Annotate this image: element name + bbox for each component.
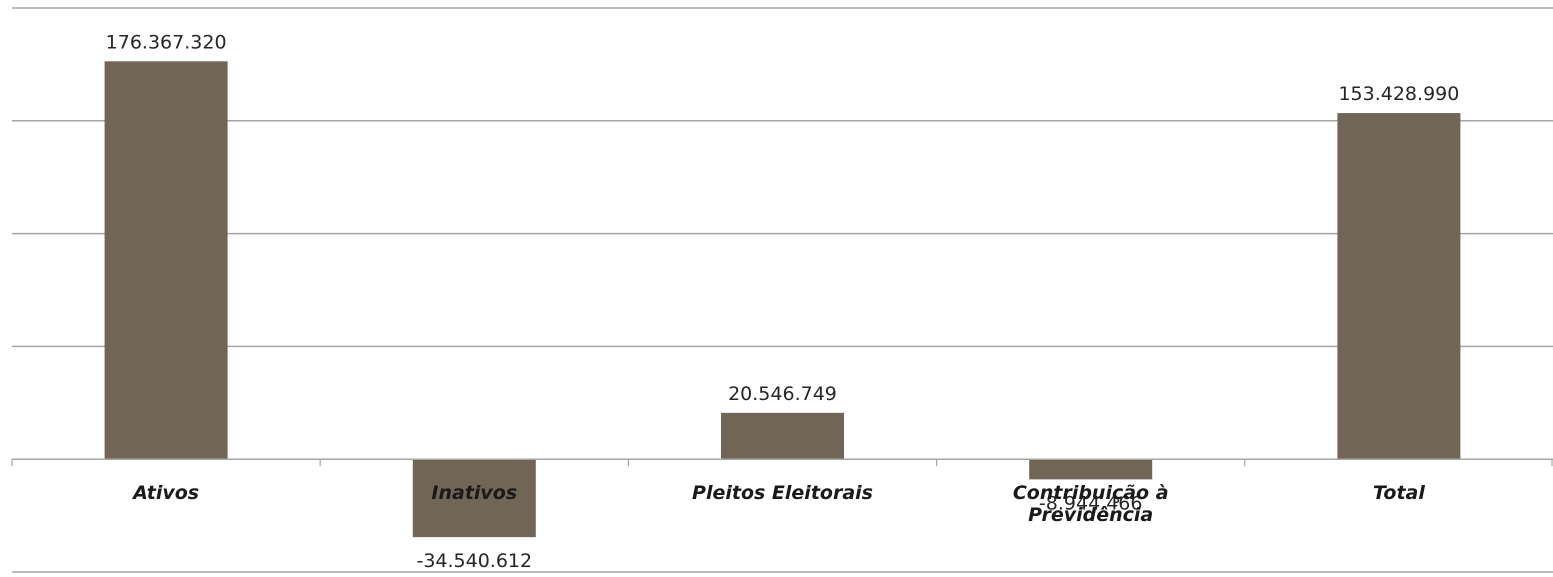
data-label-1: 176.367.320	[106, 31, 227, 53]
gridlines	[12, 7, 1553, 573]
bar-2	[412, 459, 536, 538]
category-label-5: Total	[1373, 482, 1425, 504]
bar-1	[104, 61, 228, 460]
category-label-3: Pleitos Eleitorais	[692, 482, 873, 504]
category-label-1: Ativos	[131, 482, 199, 504]
category-label-2: Inativos	[431, 482, 517, 504]
category-labels: Ativos Inativos Pleitos Eleitorais Contribu…	[131, 482, 1425, 526]
data-label-4: -8.944.466	[1039, 492, 1143, 514]
data-label-3: 20.546.749	[728, 383, 837, 405]
data-label-2: -34.540.612	[416, 550, 532, 572]
data-labels: 176.367.320 -34.540.612 20.546.749 -8.944.4…	[106, 31, 1460, 572]
bar-5	[1337, 113, 1461, 460]
data-label-5: 153.428.990	[1338, 83, 1459, 105]
bars	[104, 61, 1461, 538]
category-label-4: Contribuição à Previdência	[1013, 482, 1169, 526]
bar-4	[1029, 459, 1153, 480]
bar-3	[721, 412, 844, 460]
category-axis	[11, 458, 1553, 467]
